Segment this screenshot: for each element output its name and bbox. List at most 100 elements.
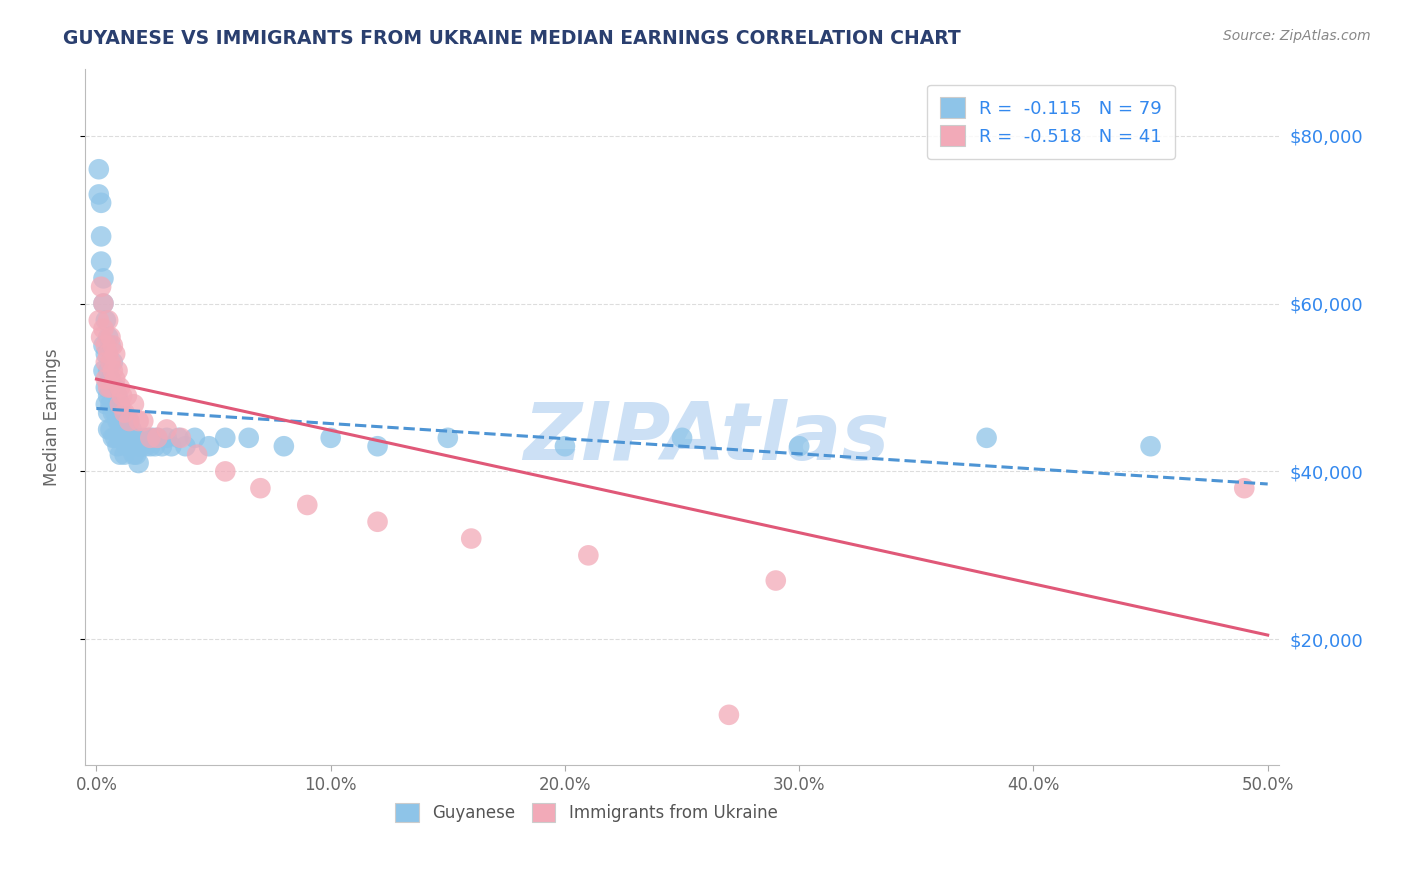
Point — [107, 414, 129, 428]
Point — [90, 279, 112, 293]
Point — [132, 431, 155, 445]
Point — [111, 406, 134, 420]
Point — [100, 397, 122, 411]
Point — [249, 481, 271, 495]
Point — [128, 456, 150, 470]
Point — [108, 380, 131, 394]
Point — [108, 431, 131, 445]
Point — [108, 397, 131, 411]
Point — [93, 296, 115, 310]
Point — [214, 464, 236, 478]
Point — [104, 406, 127, 420]
Point — [717, 707, 740, 722]
Point — [97, 389, 120, 403]
Point — [100, 380, 122, 394]
Point — [108, 414, 131, 428]
Legend: Guyanese, Immigrants from Ukraine: Guyanese, Immigrants from Ukraine — [384, 791, 789, 833]
Point — [273, 439, 295, 453]
Point — [136, 431, 159, 445]
Point — [101, 364, 124, 378]
Point — [100, 330, 122, 344]
Point — [97, 347, 120, 361]
Point — [186, 448, 208, 462]
Point — [90, 195, 112, 210]
Point — [104, 347, 127, 361]
Point — [114, 448, 136, 462]
Point — [765, 574, 787, 588]
Point — [198, 439, 221, 453]
Point — [111, 389, 134, 403]
Point — [114, 431, 136, 445]
Point — [94, 313, 117, 327]
Point — [135, 439, 157, 453]
Point — [125, 448, 148, 462]
Point — [367, 439, 389, 453]
Point — [87, 313, 110, 327]
Point — [101, 431, 124, 445]
Point — [93, 338, 115, 352]
Point — [93, 322, 115, 336]
Point — [160, 439, 183, 453]
Point — [87, 187, 110, 202]
Point — [156, 422, 179, 436]
Point — [97, 406, 120, 420]
Point — [97, 380, 120, 394]
Point — [576, 549, 599, 563]
Point — [156, 431, 179, 445]
Y-axis label: Median Earnings: Median Earnings — [44, 348, 60, 485]
Point — [319, 431, 342, 445]
Point — [94, 380, 117, 394]
Point — [100, 355, 122, 369]
Point — [122, 431, 145, 445]
Point — [554, 439, 576, 453]
Text: GUYANESE VS IMMIGRANTS FROM UKRAINE MEDIAN EARNINGS CORRELATION CHART: GUYANESE VS IMMIGRANTS FROM UKRAINE MEDI… — [63, 29, 962, 47]
Point — [150, 439, 173, 453]
Point — [114, 406, 136, 420]
Point — [107, 364, 129, 378]
Text: ZIPAtlas: ZIPAtlas — [523, 399, 889, 476]
Point — [118, 439, 141, 453]
Point — [460, 532, 482, 546]
Point — [115, 422, 138, 436]
Point — [115, 439, 138, 453]
Point — [118, 414, 141, 428]
Point — [214, 431, 236, 445]
Point — [93, 296, 115, 310]
Point — [1139, 439, 1161, 453]
Point — [107, 439, 129, 453]
Point — [976, 431, 998, 445]
Point — [101, 380, 124, 394]
Point — [139, 431, 162, 445]
Point — [94, 372, 117, 386]
Point — [94, 397, 117, 411]
Point — [122, 448, 145, 462]
Point — [101, 406, 124, 420]
Point — [143, 439, 166, 453]
Point — [128, 439, 150, 453]
Point — [115, 389, 138, 403]
Point — [122, 397, 145, 411]
Point — [238, 431, 260, 445]
Point — [94, 347, 117, 361]
Point — [97, 313, 120, 327]
Point — [93, 364, 115, 378]
Point — [129, 439, 152, 453]
Point — [107, 389, 129, 403]
Point — [170, 431, 193, 445]
Point — [108, 397, 131, 411]
Point — [167, 431, 190, 445]
Point — [367, 515, 389, 529]
Point — [101, 338, 124, 352]
Point — [97, 330, 120, 344]
Point — [111, 431, 134, 445]
Point — [100, 338, 122, 352]
Point — [90, 330, 112, 344]
Point — [142, 431, 165, 445]
Point — [90, 229, 112, 244]
Point — [118, 414, 141, 428]
Point — [121, 439, 143, 453]
Point — [139, 439, 162, 453]
Point — [90, 254, 112, 268]
Text: Source: ZipAtlas.com: Source: ZipAtlas.com — [1223, 29, 1371, 43]
Point — [100, 372, 122, 386]
